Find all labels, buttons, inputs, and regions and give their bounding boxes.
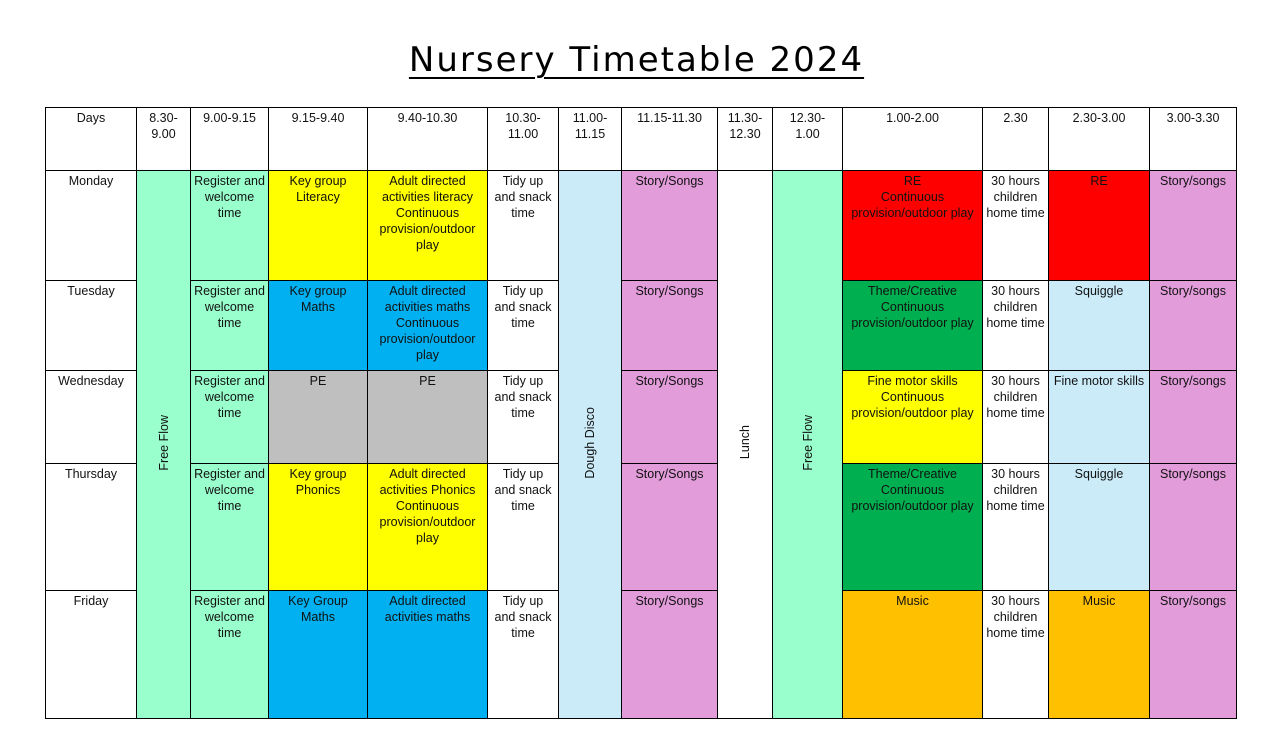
day-label: Friday [45, 590, 137, 719]
spanning-activity: Lunch [717, 170, 773, 719]
header-row: Days 8.30- 9.00 9.00-9.15 9.15-9.40 9.40-10.… [45, 107, 1237, 171]
activity-cell: Register and welcome time [190, 463, 269, 591]
activity-cell: Squiggle [1048, 463, 1150, 591]
activity-cell: Key group Phonics [268, 463, 368, 591]
activity-cell: Register and welcome time [190, 280, 269, 371]
activity-cell: Adult directed activities maths [367, 590, 488, 719]
activity-cell: Music [1048, 590, 1150, 719]
timetable: Days 8.30- 9.00 9.00-9.15 9.15-9.40 9.40-10.… [45, 107, 1237, 719]
activity-cell: Tidy up and snack time [487, 370, 559, 464]
activity-cell: Register and welcome time [190, 590, 269, 719]
day-label: Wednesday [45, 370, 137, 464]
activity-cell: RE Continuous provision/outdoor play [842, 170, 983, 281]
day-label: Monday [45, 170, 137, 281]
activity-cell: Story/songs [1149, 590, 1237, 719]
time-header: 1.00-2.00 [842, 107, 983, 171]
time-header: 11.15-11.30 [621, 107, 718, 171]
activity-cell: Music [842, 590, 983, 719]
activity-cell: Register and welcome time [190, 170, 269, 281]
activity-cell: Tidy up and snack time [487, 590, 559, 719]
activity-cell: Adult directed activities Phonics Contin… [367, 463, 488, 591]
activity-cell: Fine motor skills Continuous provision/o… [842, 370, 983, 464]
day-row: Thursday Register and welcome time Key gro… [45, 463, 1237, 591]
activity-cell: Key group Literacy [268, 170, 368, 281]
activity-cell: 30 hours children home time [982, 370, 1049, 464]
day-row: Monday Free Flow Register and welcome time… [45, 170, 1237, 719]
title-text: Nursery Timetable 2024 [408, 40, 865, 80]
activity-cell: Story/songs [1149, 280, 1237, 371]
activity-cell: Tidy up and snack time [487, 463, 559, 591]
activity-cell: Theme/Creative Continuous provision/outd… [842, 280, 983, 371]
spanning-activity-label: Free Flow [800, 414, 815, 471]
time-header: 3.00-3.30 [1149, 107, 1237, 171]
activity-cell: Key Group Maths [268, 590, 368, 719]
time-header: 2.30 [982, 107, 1049, 171]
activity-cell: Story/songs [1149, 170, 1237, 281]
activity-cell: 30 hours children home time [982, 590, 1049, 719]
day-row: Tuesday Register and welcome time Key grou… [45, 280, 1237, 371]
activity-cell: 30 hours children home time [982, 463, 1049, 591]
activity-cell: Story/Songs [621, 463, 718, 591]
activity-cell: Tidy up and snack time [487, 170, 559, 281]
spanning-activity-label: Free Flow [156, 414, 171, 471]
days-header: Days [45, 107, 137, 171]
spanning-activity: Free Flow [772, 170, 843, 719]
activity-cell: Story/songs [1149, 370, 1237, 464]
time-header: 2.30-3.00 [1048, 107, 1150, 171]
time-header: 9.15-9.40 [268, 107, 368, 171]
time-header: 8.30- 9.00 [136, 107, 191, 171]
spanning-activity-label: Dough Disco [583, 406, 597, 479]
spanning-activity: Free Flow [136, 170, 191, 719]
time-header: 11.00- 11.15 [558, 107, 622, 171]
activity-cell: Story/Songs [621, 170, 718, 281]
activity-cell: Adult directed activities maths Continuo… [367, 280, 488, 371]
time-header: 10.30- 11.00 [487, 107, 559, 171]
activity-cell: PE [367, 370, 488, 464]
activity-cell: Key group Maths [268, 280, 368, 371]
activity-cell: Tidy up and snack time [487, 280, 559, 371]
day-row: Friday Register and welcome time Key Group… [45, 590, 1237, 719]
day-row: Wednesday Register and welcome time PE PE Ti… [45, 370, 1237, 464]
activity-cell: Adult directed activities literacy Conti… [367, 170, 488, 281]
activity-cell: Story/Songs [621, 280, 718, 371]
activity-cell: RE [1048, 170, 1150, 281]
activity-cell: Story/Songs [621, 370, 718, 464]
spanning-activity-label: Lunch [738, 425, 752, 460]
time-header: 11.30- 12.30 [717, 107, 773, 171]
time-header: 9.40-10.30 [367, 107, 488, 171]
day-label: Tuesday [45, 280, 137, 371]
activity-cell: PE [268, 370, 368, 464]
time-header: 9.00-9.15 [190, 107, 269, 171]
activity-cell: Squiggle [1048, 280, 1150, 371]
spanning-activity: Dough Disco [558, 170, 622, 719]
activity-cell: Story/Songs [621, 590, 718, 719]
activity-cell: Register and welcome time [190, 370, 269, 464]
time-header: 12.30- 1.00 [772, 107, 843, 171]
activity-cell: 30 hours children home time [982, 280, 1049, 371]
page-title: Nursery Timetable 2024 [0, 40, 1273, 80]
activity-cell: Fine motor skills [1048, 370, 1150, 464]
activity-cell: 30 hours children home time [982, 170, 1049, 281]
activity-cell: Story/songs [1149, 463, 1237, 591]
day-label: Thursday [45, 463, 137, 591]
activity-cell: Theme/Creative Continuous provision/outd… [842, 463, 983, 591]
